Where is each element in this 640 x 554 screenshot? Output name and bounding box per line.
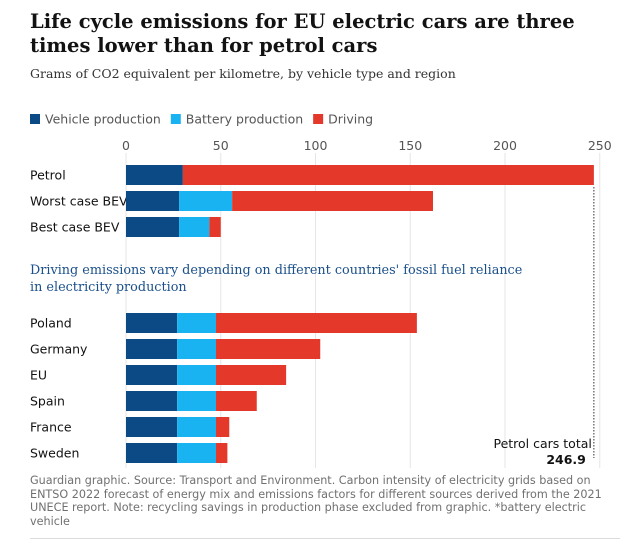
bar-sweden-battery-production [177,443,217,463]
chart-subtitle: Grams of CO2 equivalent per kilometre, b… [30,66,456,81]
bar-spain-battery-production [177,391,217,411]
category-label-worst-case-bev-: Worst case BEV* [30,194,134,209]
x-tick-label-0: 0 [122,138,130,153]
x-tick-label-100: 100 [304,138,328,153]
legend-swatch-0 [30,114,40,124]
bar-worst-case-bev--driving [232,191,433,211]
bar-sweden-vehicle-production [126,443,178,463]
group-heading: Driving emissions vary depending on diff… [30,263,522,295]
stacked-bar-chart: Vehicle production Battery production Driv… [30,112,612,468]
bar-france-battery-production [177,417,217,437]
bottom-divider [30,538,620,539]
x-tick-label-150: 150 [398,138,422,153]
bar-petrol-vehicle-production [126,165,183,185]
category-label-sweden: Sweden [30,446,79,461]
chart-footer-source: Guardian graphic. Source: Transport and … [30,474,602,528]
bar-poland-driving [216,313,417,333]
legend-label-2: Driving [328,112,373,127]
reference-line-label: Petrol cars total [493,436,591,451]
bar-eu-vehicle-production [126,365,178,385]
bar-germany-battery-production [177,339,217,359]
category-label-france: France [30,420,72,435]
bar-spain-vehicle-production [126,391,178,411]
bar-petrol-driving [182,165,594,185]
bar-worst-case-bev--vehicle-production [126,191,180,211]
bar-poland-vehicle-production [126,313,178,333]
bar-spain-driving [216,391,257,411]
bar-best-case-bev-driving [209,217,221,237]
bar-eu-driving [216,365,287,385]
reference-line-value: 246.9 [546,452,586,467]
category-label-germany: Germany [30,342,88,357]
bar-best-case-bev-vehicle-production [126,217,180,237]
legend-label-1: Battery production [186,112,303,127]
legend-swatch-2 [313,114,324,124]
category-label-spain: Spain [30,394,65,409]
bar-poland-battery-production [177,313,217,333]
bar-germany-vehicle-production [126,339,178,359]
bar-best-case-bev-battery-production [179,217,210,237]
group-heading-line-1: in electricity production [30,280,187,295]
bar-germany-driving [216,339,321,359]
category-label-poland: Poland [30,316,72,331]
x-tick-label-50: 50 [213,138,229,153]
legend-swatch-1 [170,114,181,124]
bar-sweden-driving [216,443,228,463]
bar-worst-case-bev--battery-production [179,191,233,211]
group-heading-line-0: Driving emissions vary depending on diff… [30,263,522,278]
category-label-best-case-bev: Best case BEV [30,220,120,235]
chart-title: Life cycle emissions for EU electric car… [30,10,575,57]
bar-france-driving [216,417,230,437]
legend-label-0: Vehicle production [45,112,161,127]
category-label-eu: EU [30,368,47,383]
bar-eu-battery-production [177,365,217,385]
category-label-petrol: Petrol [30,168,66,183]
x-tick-label-200: 200 [493,138,517,153]
bar-france-vehicle-production [126,417,178,437]
x-tick-label-250: 250 [588,138,612,153]
